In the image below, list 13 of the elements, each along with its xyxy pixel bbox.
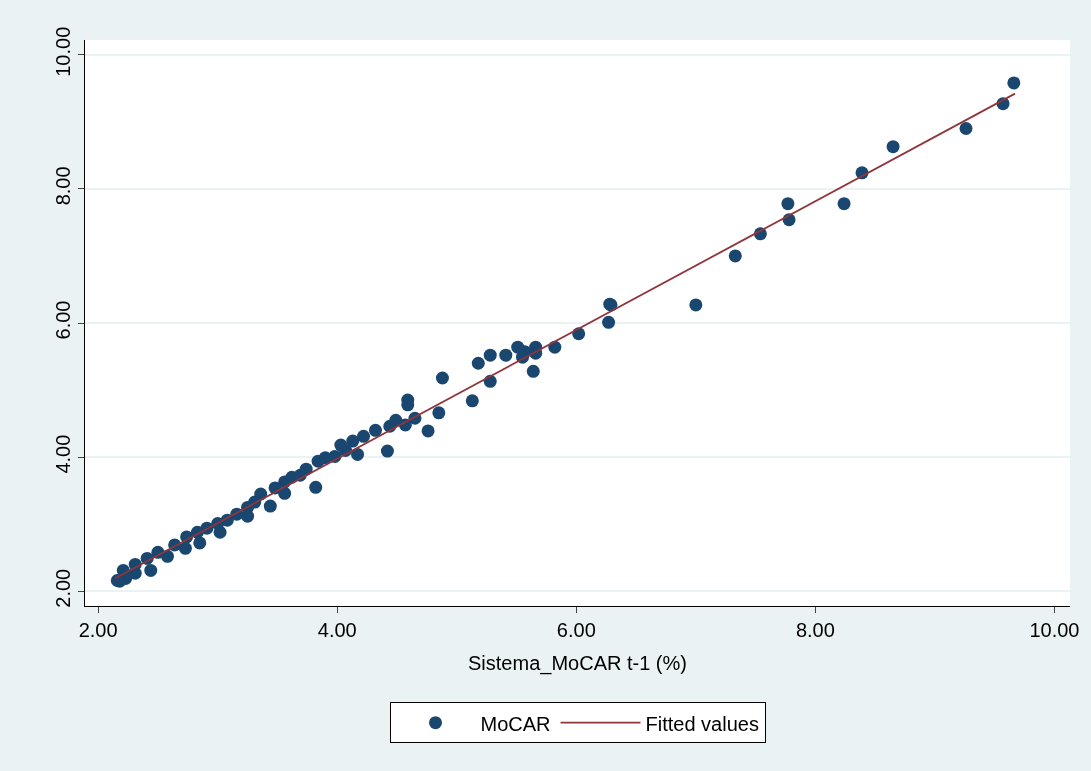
y-tick-label: 8.00 bbox=[52, 166, 74, 206]
x-tick-label: 4.00 bbox=[317, 619, 357, 641]
x-tick-label: 8.00 bbox=[795, 619, 835, 641]
y-tick-label: 2.00 bbox=[52, 568, 74, 608]
y-tick-label: 6.00 bbox=[52, 300, 74, 340]
x-tick-label: 2.00 bbox=[78, 619, 118, 641]
x-tick-label: 10.00 bbox=[1029, 619, 1080, 641]
legend-label: Fitted values bbox=[645, 712, 759, 735]
x-tick-label: 6.00 bbox=[556, 619, 596, 641]
y-tick-label: 4.00 bbox=[52, 434, 74, 474]
x-axis-title: Sistema_MoCAR t-1 (%) bbox=[468, 651, 687, 675]
legend-label: MoCAR bbox=[480, 712, 551, 735]
y-tick-label: 10.00 bbox=[52, 26, 74, 77]
